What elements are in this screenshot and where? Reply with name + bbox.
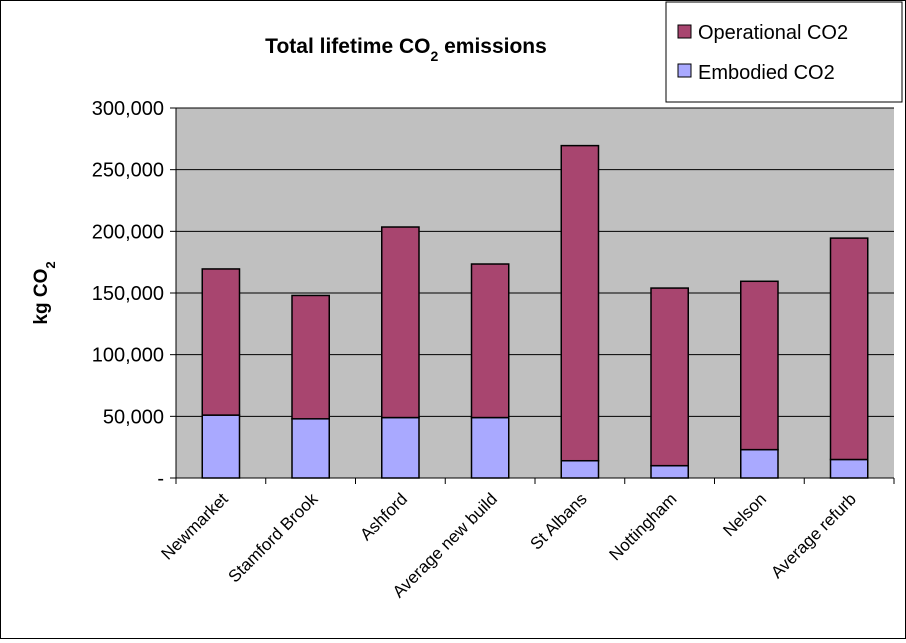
x-tick-label: Ashford	[356, 489, 411, 544]
bar-operational	[201, 268, 241, 416]
bar-embodied	[201, 414, 241, 479]
y-tick-label: 300,000	[92, 98, 164, 120]
bar-operational	[740, 280, 779, 451]
bar-operational	[470, 263, 510, 419]
legend-label-operational: Operational CO2	[698, 22, 848, 44]
bar-embodied	[381, 416, 420, 479]
y-tick-label: -	[157, 468, 164, 490]
y-tick-label: 150,000	[92, 283, 164, 305]
bar-embodied	[470, 416, 510, 479]
bar-operational	[650, 287, 689, 467]
y-tick-label: 50,000	[103, 406, 164, 428]
x-tick-label: Nelson	[719, 489, 770, 540]
legend-box	[665, 1, 903, 103]
x-tick-label: Newmarket	[157, 489, 231, 563]
bar-embodied	[291, 418, 330, 479]
legend-swatch-embodied	[677, 63, 692, 78]
y-tick-label: 200,000	[92, 221, 164, 243]
bar-embodied	[560, 459, 600, 479]
y-axis-label: kg CO2	[31, 261, 58, 324]
bar-embodied	[740, 448, 779, 479]
bar-operational	[829, 237, 869, 461]
bar-operational	[560, 144, 600, 462]
legend-swatch-operational	[677, 24, 692, 39]
bar-embodied	[829, 458, 869, 479]
bar-operational	[291, 294, 330, 420]
y-tick-label: 100,000	[92, 345, 164, 367]
y-tick-labels: - 50,000 100,000 150,000 200,000 250,000 300,0…	[92, 98, 164, 490]
bars	[201, 144, 869, 479]
y-tick-label: 250,000	[92, 160, 164, 182]
legend-label-embodied: Embodied CO2	[698, 62, 835, 84]
x-tick-label: St Albans	[526, 489, 590, 553]
x-tick-label: Nottingham	[606, 489, 681, 564]
axes	[170, 107, 895, 484]
x-tick-label: Average refurb	[767, 489, 860, 582]
x-tick-label: Stamford Brook	[225, 489, 322, 586]
bar-embodied	[650, 464, 689, 479]
chart-title: Total lifetime CO2 emissions	[265, 35, 547, 64]
bar-operational	[381, 226, 420, 419]
legend: Operational CO2 Embodied CO2	[665, 1, 903, 103]
